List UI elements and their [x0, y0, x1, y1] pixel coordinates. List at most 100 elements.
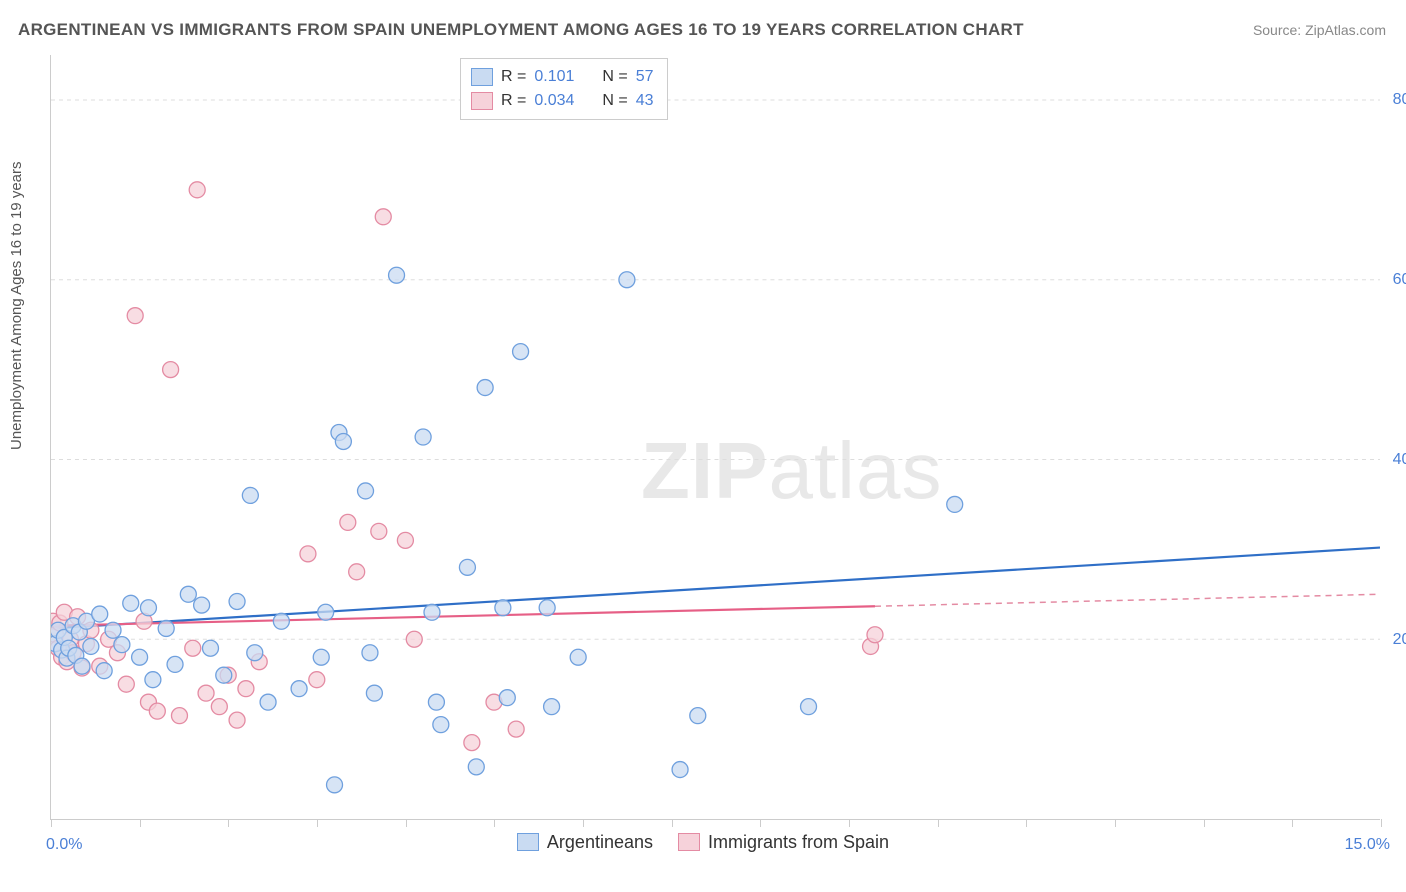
scatter-point-argentineans [242, 487, 258, 503]
scatter-point-spain [118, 676, 134, 692]
legend-r-label-0: R = [501, 68, 526, 86]
scatter-point-argentineans [619, 272, 635, 288]
scatter-point-spain [867, 627, 883, 643]
scatter-point-argentineans [140, 600, 156, 616]
legend-swatch-bottom-1 [678, 833, 700, 851]
scatter-point-spain [371, 523, 387, 539]
scatter-point-argentineans [180, 586, 196, 602]
scatter-point-argentineans [513, 344, 529, 360]
legend-bottom: Argentineans Immigrants from Spain [0, 832, 1406, 857]
x-minor-tick [583, 819, 584, 827]
legend-n-value-1: 43 [636, 92, 654, 110]
scatter-point-argentineans [92, 606, 108, 622]
scatter-point-spain [185, 640, 201, 656]
scatter-point-argentineans [477, 380, 493, 396]
scatter-point-argentineans [105, 622, 121, 638]
scatter-point-spain [375, 209, 391, 225]
x-minor-tick [1026, 819, 1027, 827]
legend-swatch-bottom-0 [517, 833, 539, 851]
legend-label-1: Immigrants from Spain [708, 832, 889, 853]
scatter-point-spain [238, 681, 254, 697]
x-minor-tick [140, 819, 141, 827]
scatter-point-argentineans [499, 690, 515, 706]
scatter-point-spain [309, 672, 325, 688]
trend-line-spain [51, 606, 875, 626]
y-tick-label: 20.0% [1393, 631, 1406, 649]
legend-row-series-0: R = 0.101 N = 57 [471, 65, 653, 89]
scatter-point-argentineans [366, 685, 382, 701]
scatter-point-spain [300, 546, 316, 562]
scatter-point-argentineans [167, 656, 183, 672]
scatter-point-spain [340, 514, 356, 530]
scatter-point-argentineans [433, 717, 449, 733]
scatter-point-argentineans [145, 672, 161, 688]
scatter-point-argentineans [96, 663, 112, 679]
legend-swatch-series-0 [471, 68, 493, 86]
y-tick-label: 80.0% [1393, 91, 1406, 109]
scatter-point-argentineans [415, 429, 431, 445]
trend-line-argentineans [51, 548, 1380, 629]
scatter-point-spain [349, 564, 365, 580]
scatter-point-argentineans [123, 595, 139, 611]
scatter-point-argentineans [132, 649, 148, 665]
scatter-point-argentineans [194, 597, 210, 613]
scatter-point-argentineans [291, 681, 307, 697]
scatter-point-argentineans [247, 645, 263, 661]
scatter-point-argentineans [229, 593, 245, 609]
plot-area: ZIPatlas 20.0%40.0%60.0%80.0% [50, 55, 1380, 820]
y-tick-label: 60.0% [1393, 271, 1406, 289]
x-minor-tick [1115, 819, 1116, 827]
scatter-point-argentineans [495, 600, 511, 616]
y-tick-label: 40.0% [1393, 451, 1406, 469]
scatter-point-argentineans [335, 434, 351, 450]
scatter-point-argentineans [947, 496, 963, 512]
scatter-point-spain [406, 631, 422, 647]
x-minor-tick [672, 819, 673, 827]
legend-r-label-1: R = [501, 92, 526, 110]
x-minor-tick [494, 819, 495, 827]
x-minor-tick [1204, 819, 1205, 827]
scatter-point-argentineans [468, 759, 484, 775]
scatter-point-argentineans [672, 762, 688, 778]
legend-row-series-1: R = 0.034 N = 43 [471, 89, 653, 113]
scatter-point-argentineans [690, 708, 706, 724]
x-minor-tick [938, 819, 939, 827]
y-axis-label: Unemployment Among Ages 16 to 19 years [8, 161, 25, 450]
scatter-point-argentineans [358, 483, 374, 499]
scatter-point-argentineans [389, 267, 405, 283]
scatter-point-spain [127, 308, 143, 324]
source-link[interactable]: ZipAtlas.com [1305, 22, 1386, 38]
scatter-point-argentineans [202, 640, 218, 656]
scatter-point-argentineans [544, 699, 560, 715]
legend-label-0: Argentineans [547, 832, 653, 853]
scatter-point-argentineans [83, 638, 99, 654]
x-minor-tick [51, 819, 52, 827]
scatter-point-spain [171, 708, 187, 724]
scatter-point-argentineans [74, 658, 90, 674]
scatter-point-spain [464, 735, 480, 751]
scatter-point-spain [198, 685, 214, 701]
x-minor-tick [849, 819, 850, 827]
scatter-point-argentineans [428, 694, 444, 710]
scatter-point-argentineans [459, 559, 475, 575]
legend-item-series-0: Argentineans [517, 832, 653, 853]
scatter-point-argentineans [801, 699, 817, 715]
scatter-point-spain [508, 721, 524, 737]
legend-n-label-0: N = [602, 68, 627, 86]
scatter-point-spain [229, 712, 245, 728]
scatter-point-spain [149, 703, 165, 719]
legend-swatch-series-1 [471, 92, 493, 110]
trend-line-dashed-spain [875, 594, 1380, 606]
legend-n-value-0: 57 [636, 68, 654, 86]
scatter-point-spain [189, 182, 205, 198]
scatter-point-argentineans [318, 604, 334, 620]
scatter-svg [51, 55, 1380, 819]
x-minor-tick [760, 819, 761, 827]
legend-r-value-0: 0.101 [534, 68, 588, 86]
scatter-point-spain [163, 362, 179, 378]
scatter-point-argentineans [216, 667, 232, 683]
scatter-point-argentineans [424, 604, 440, 620]
source-prefix: Source: [1253, 22, 1305, 38]
scatter-point-argentineans [260, 694, 276, 710]
scatter-point-argentineans [273, 613, 289, 629]
